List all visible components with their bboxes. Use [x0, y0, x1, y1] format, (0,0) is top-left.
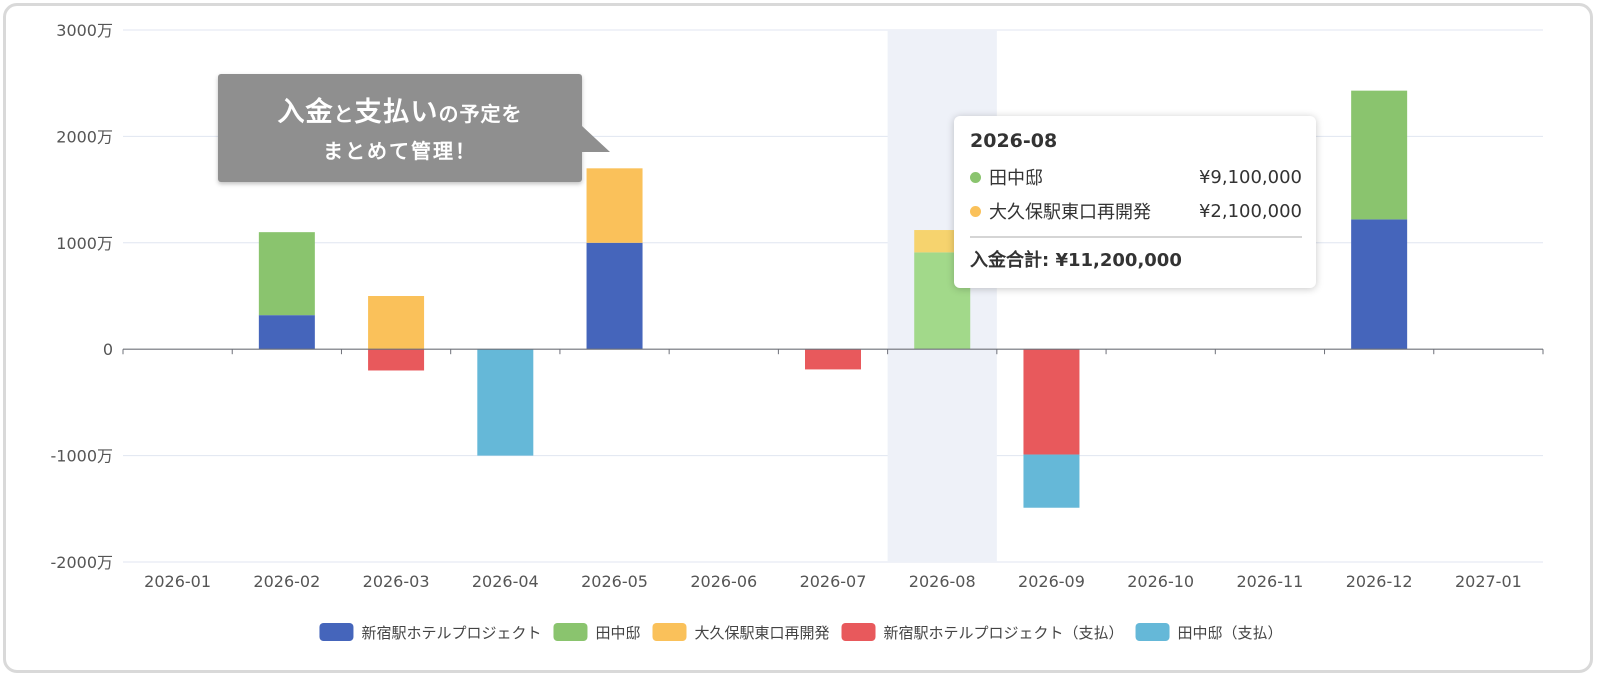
bar-segment[interactable] — [1351, 219, 1408, 350]
callout-line-1: 入金と支払いの予定を — [218, 90, 582, 129]
x-tick-label: 2026-11 — [1236, 572, 1303, 591]
y-tick-label: -2000万 — [51, 553, 114, 572]
legend-label[interactable]: 新宿駅ホテルプロジェクト（支払） — [884, 624, 1124, 642]
x-tick-label: 2026-03 — [363, 572, 430, 591]
callout-small-1: と — [333, 102, 355, 126]
callout-banner: 入金と支払いの予定を まとめて管理！ — [218, 74, 610, 182]
bar-segment[interactable] — [1023, 454, 1080, 508]
bar-segment[interactable] — [368, 349, 425, 371]
chart-frame: 3000万 2000万 1000万 0 -1000万 -2000万 2026-01 2026-… — [3, 3, 1593, 673]
x-tick-label: 2026-01 — [144, 572, 211, 591]
tooltip-row: 田中邸 ¥9,100,000 — [970, 160, 1302, 194]
tooltip-divider — [970, 236, 1302, 238]
legend-swatch[interactable] — [553, 623, 588, 641]
bar-segment[interactable] — [1023, 349, 1080, 455]
x-tick-label: 2026-02 — [253, 572, 320, 591]
x-tick-label: 2026-04 — [472, 572, 539, 591]
tooltip-row-name: 田中邸 — [989, 168, 1043, 189]
y-tick-label: 2000万 — [56, 127, 113, 146]
bar-segment[interactable] — [586, 168, 643, 243]
stacked-bar-chart: 3000万 2000万 1000万 0 -1000万 -2000万 2026-01 2026-… — [51, 21, 1544, 642]
callout-line-2: まとめて管理！ — [323, 139, 477, 163]
legend-label[interactable]: 田中邸（支払） — [1178, 624, 1283, 642]
bar-segment[interactable] — [805, 349, 861, 370]
x-tick-label: 2026-09 — [1018, 572, 1085, 591]
legend-swatch[interactable] — [652, 623, 687, 641]
axes: 3000万 2000万 1000万 0 -1000万 -2000万 2026-01 2026-… — [51, 21, 1544, 591]
legend-swatch[interactable] — [319, 623, 354, 641]
bar-segment[interactable] — [368, 296, 425, 350]
chart-tooltip: 2026-08 田中邸 ¥9,100,000 大久保駅東口再開発 ¥2,100,… — [954, 116, 1316, 288]
y-tick-label: 0 — [103, 340, 113, 359]
bar-segment[interactable] — [258, 232, 315, 316]
callout-small-2: の予定を — [438, 102, 523, 126]
tooltip-dot-icon — [970, 171, 981, 183]
tooltip-row-name: 大久保駅東口再開発 — [989, 202, 1151, 223]
callout-big-2: 支払い — [354, 97, 439, 128]
tooltip-row-value: ¥2,100,000 — [1198, 200, 1302, 222]
callout-big-1: 入金 — [277, 97, 334, 128]
y-tick-label: 3000万 — [56, 21, 113, 40]
x-tick-label: 2026-05 — [581, 572, 648, 591]
x-tick-label: 2026-08 — [909, 572, 976, 591]
bar-segment[interactable] — [477, 349, 534, 456]
x-tick-label: 2026-06 — [690, 572, 757, 591]
legend-swatch[interactable] — [841, 623, 876, 641]
x-tick-label: 2026-12 — [1346, 572, 1413, 591]
bar-segment[interactable] — [586, 242, 643, 350]
legend-label[interactable]: 新宿駅ホテルプロジェクト — [361, 624, 541, 642]
legend: 新宿駅ホテルプロジェクト 田中邸 大久保駅東口再開発 新宿駅ホテルプロジェクト（支払）… — [319, 623, 1283, 642]
bar-segment[interactable] — [1351, 90, 1408, 220]
x-tick-label: 2026-07 — [800, 572, 867, 591]
bars — [258, 90, 1408, 508]
tooltip-dot-icon — [970, 205, 981, 217]
x-tick-label: 2026-10 — [1127, 572, 1194, 591]
bar-segment[interactable] — [258, 315, 315, 350]
tooltip-total: 入金合計: ¥11,200,000 — [970, 250, 1182, 271]
tooltip-row-value: ¥9,100,000 — [1198, 166, 1302, 188]
y-tick-label: 1000万 — [56, 234, 113, 253]
tooltip-title: 2026-08 — [970, 130, 1058, 152]
x-tick-label: 2027-01 — [1455, 572, 1522, 591]
legend-label[interactable]: 大久保駅東口再開発 — [694, 624, 829, 642]
y-tick-label: -1000万 — [51, 447, 114, 466]
legend-swatch[interactable] — [1135, 623, 1170, 641]
legend-label[interactable]: 田中邸 — [595, 624, 640, 642]
tooltip-row: 大久保駅東口再開発 ¥2,100,000 — [970, 194, 1302, 228]
